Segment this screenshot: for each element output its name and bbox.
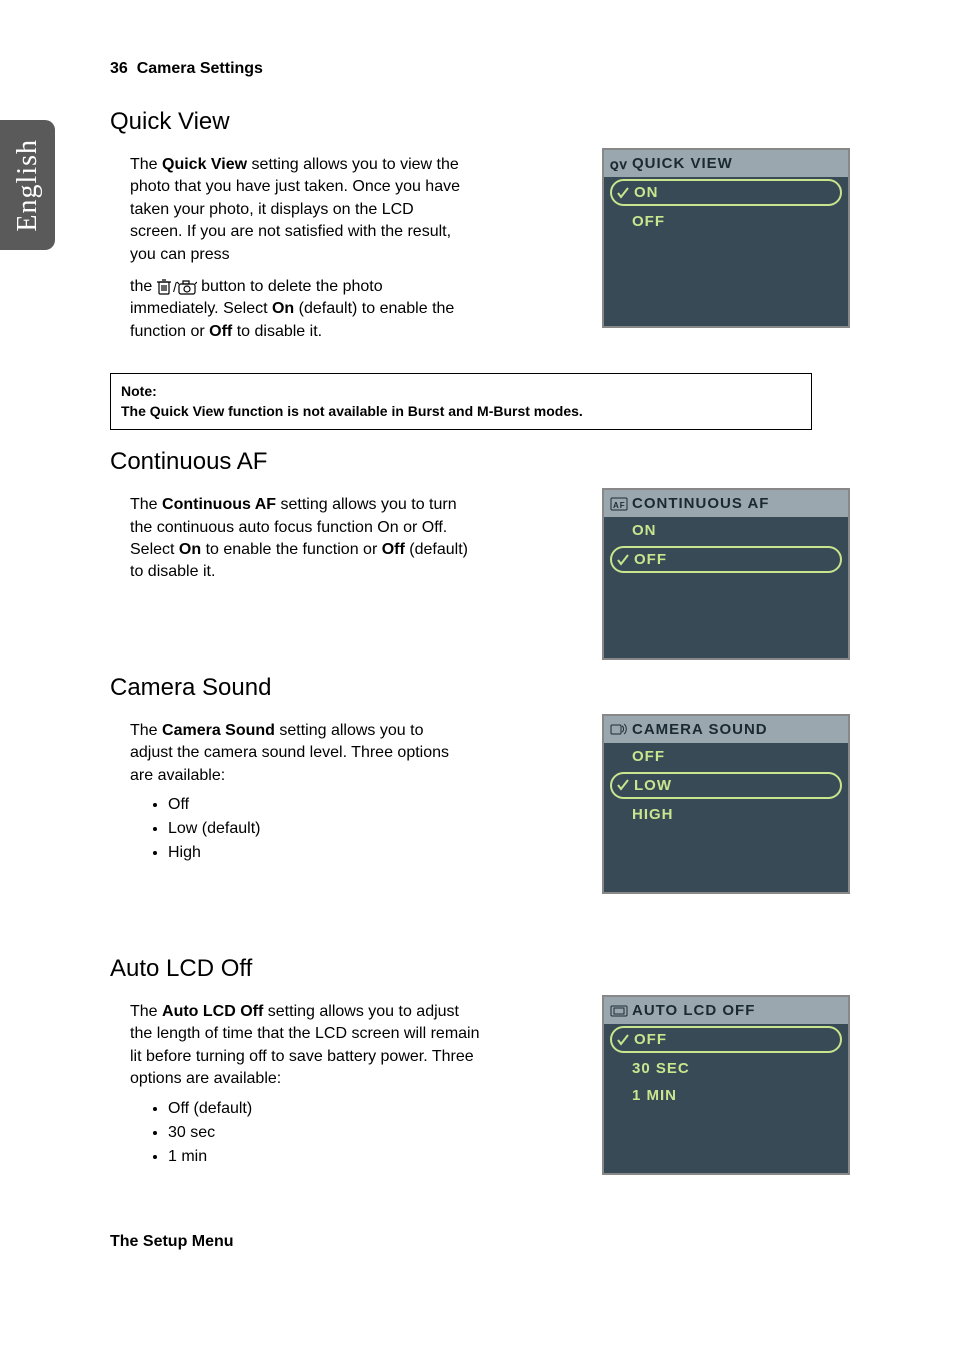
- language-label: English: [12, 139, 44, 232]
- lcd-item-30sec[interactable]: 30 SEC: [604, 1055, 848, 1082]
- chapter-title: Camera Settings: [137, 60, 263, 77]
- lcd-item-1min[interactable]: 1 MIN: [604, 1082, 848, 1109]
- page-content: 36 Camera Settings Quick View The Quick …: [110, 60, 830, 1199]
- svg-text:AF: AF: [613, 501, 626, 510]
- check-icon: [616, 1033, 630, 1047]
- lcd-item-low[interactable]: LOW: [610, 772, 842, 799]
- page-number: 36: [110, 60, 128, 77]
- check-icon: [616, 553, 630, 567]
- lcd-title: AUTO LCD OFF: [604, 997, 848, 1024]
- qv-icon: QV: [610, 157, 628, 171]
- quick-view-note: Note: The Quick View function is not ava…: [110, 373, 812, 430]
- trash-camera-icon: /: [157, 278, 197, 296]
- quick-view-lcd: QV QUICK VIEW ON OFF: [602, 148, 850, 328]
- auto-lcd-off-title: Auto LCD Off: [110, 955, 830, 983]
- quick-view-para2: the / button to delete the photo immedia…: [130, 276, 470, 343]
- svg-text:QV: QV: [610, 160, 628, 171]
- camera-sound-section: Camera Sound The Camera Sound setting al…: [110, 674, 830, 865]
- footer-text: The Setup Menu: [110, 1233, 234, 1251]
- lcd-title: CAMERA SOUND: [604, 716, 848, 743]
- auto-lcd-off-section: Auto LCD Off The Auto LCD Off setting al…: [110, 955, 830, 1169]
- continuous-af-title: Continuous AF: [110, 448, 830, 476]
- lcd-item-off[interactable]: OFF: [610, 1026, 842, 1053]
- lcd-item-on[interactable]: ON: [604, 517, 848, 544]
- camera-sound-para: The Camera Sound setting allows you to a…: [130, 720, 470, 787]
- page-header: 36 Camera Settings: [110, 60, 830, 78]
- camera-sound-lcd: CAMERA SOUND OFF LOW HIGH: [602, 714, 850, 894]
- sound-icon: [610, 722, 628, 736]
- check-icon: [616, 186, 630, 200]
- lcd-item-high[interactable]: HIGH: [604, 801, 848, 828]
- language-side-tab: English: [0, 120, 55, 250]
- note-text: The Quick View function is not available…: [121, 403, 583, 419]
- auto-lcd-off-para: The Auto LCD Off setting allows you to a…: [130, 1001, 480, 1091]
- lcd-item-off[interactable]: OFF: [604, 743, 848, 770]
- lcd-item-off[interactable]: OFF: [610, 546, 842, 573]
- lcd-item-off[interactable]: OFF: [604, 208, 848, 235]
- lcd-item-on[interactable]: ON: [610, 179, 842, 206]
- quick-view-para1: The Quick View setting allows you to vie…: [130, 154, 470, 266]
- lcd-icon: [610, 1004, 628, 1018]
- auto-lcd-off-lcd: AUTO LCD OFF OFF 30 SEC 1 MIN: [602, 995, 850, 1175]
- note-label: Note:: [121, 383, 157, 399]
- continuous-af-para: The Continuous AF setting allows you to …: [130, 494, 480, 584]
- lcd-title: AF CONTINUOUS AF: [604, 490, 848, 517]
- camera-sound-title: Camera Sound: [110, 674, 830, 702]
- svg-text:/: /: [173, 279, 177, 295]
- caf-icon: AF: [610, 497, 628, 511]
- check-icon: [616, 778, 630, 792]
- lcd-title: QV QUICK VIEW: [604, 150, 848, 177]
- quick-view-section: Quick View The Quick View setting allows…: [110, 108, 830, 343]
- quick-view-title: Quick View: [110, 108, 830, 136]
- continuous-af-section: Continuous AF The Continuous AF setting …: [110, 448, 830, 584]
- continuous-af-lcd: AF CONTINUOUS AF ON OFF: [602, 488, 850, 660]
